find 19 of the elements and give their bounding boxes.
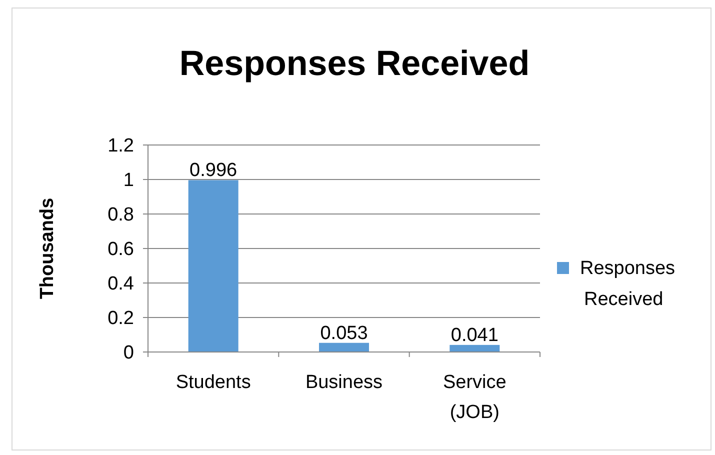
x-tick-label: Service (JOB) (442, 372, 506, 423)
data-label: 0.996 (190, 160, 238, 182)
chart-title: Responses Received (179, 44, 530, 83)
y-tick-label: 1.2 (108, 136, 134, 157)
bar (450, 344, 500, 352)
y-tick-label: 0.8 (108, 204, 134, 226)
legend-label: Responses Received (580, 258, 676, 310)
y-tick-label: 0.4 (108, 274, 134, 295)
y-tick-label: 1 (123, 170, 134, 192)
bar (319, 342, 369, 352)
y-tick-label: 0.2 (108, 308, 134, 330)
x-tick-label: Business (305, 372, 383, 393)
y-tick-label: 0 (123, 342, 134, 364)
y-axis-title: Thousands (37, 198, 58, 300)
bar (188, 180, 238, 352)
y-tick-label: 0.6 (108, 239, 134, 260)
data-label: 0.053 (320, 322, 368, 344)
x-tick-label: Students (176, 372, 251, 393)
data-label: 0.041 (450, 324, 498, 346)
